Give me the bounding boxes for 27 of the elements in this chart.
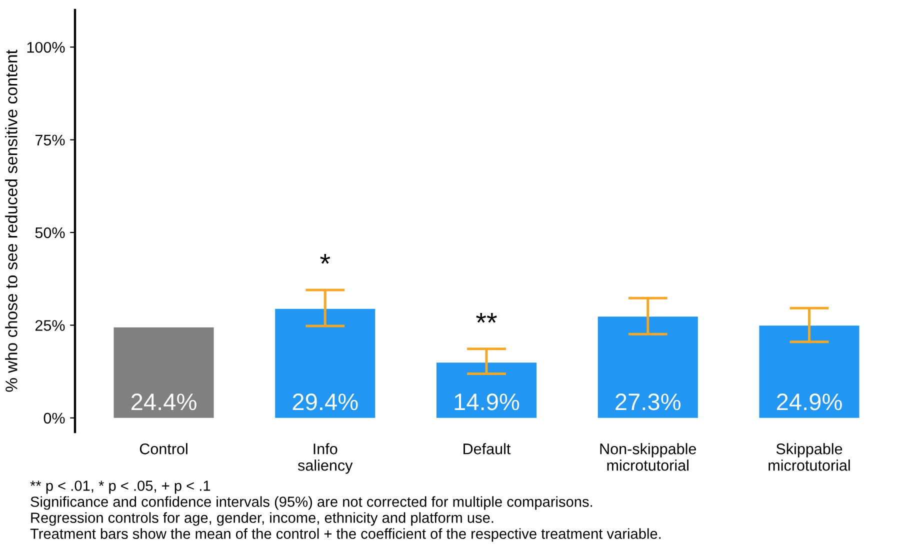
- x-tick-label: Control: [140, 443, 188, 454]
- x-tick-label: Non-skippable microtutorial: [600, 443, 696, 471]
- text: ** p < .01, * p < .05, + p < .1: [30, 480, 210, 494]
- text: Regression controls for age, gender, income, ethnicity and platform use.: [31, 512, 494, 526]
- bar: [114, 327, 214, 418]
- x-tick-label: Info saliency: [298, 443, 353, 474]
- text: Significance and confidence intervals (95%) are not corrected for multiple comparisons.: [30, 496, 592, 510]
- text: Treatment bars show the mean of the control + the coefficient of the respective treatment variable.: [30, 528, 661, 542]
- y-tick-label: 100%: [27, 42, 65, 53]
- bar: [275, 308, 376, 418]
- x-tick-label: Skippable microtutorial: [768, 443, 850, 471]
- data-label: 27.3%: [616, 394, 681, 410]
- annotation: **: [476, 312, 497, 323]
- y-tick-label: 0%: [44, 412, 65, 424]
- y-tick-label: 25%: [35, 320, 65, 331]
- bar: [436, 362, 537, 418]
- data-label: 24.9%: [776, 394, 842, 410]
- annotation: *: [320, 254, 330, 264]
- y-tick-label: 50%: [35, 227, 65, 238]
- bar: [598, 316, 698, 418]
- data-label: 29.4%: [292, 394, 358, 410]
- y-axis-title: % who chose to see reduced sensitive content: [5, 50, 18, 392]
- y-tick-label: 75%: [35, 134, 65, 146]
- bar: [759, 326, 860, 418]
- data-label: 24.4%: [131, 394, 196, 410]
- x-tick-label: Default: [464, 443, 511, 454]
- data-label: 14.9%: [454, 394, 520, 410]
